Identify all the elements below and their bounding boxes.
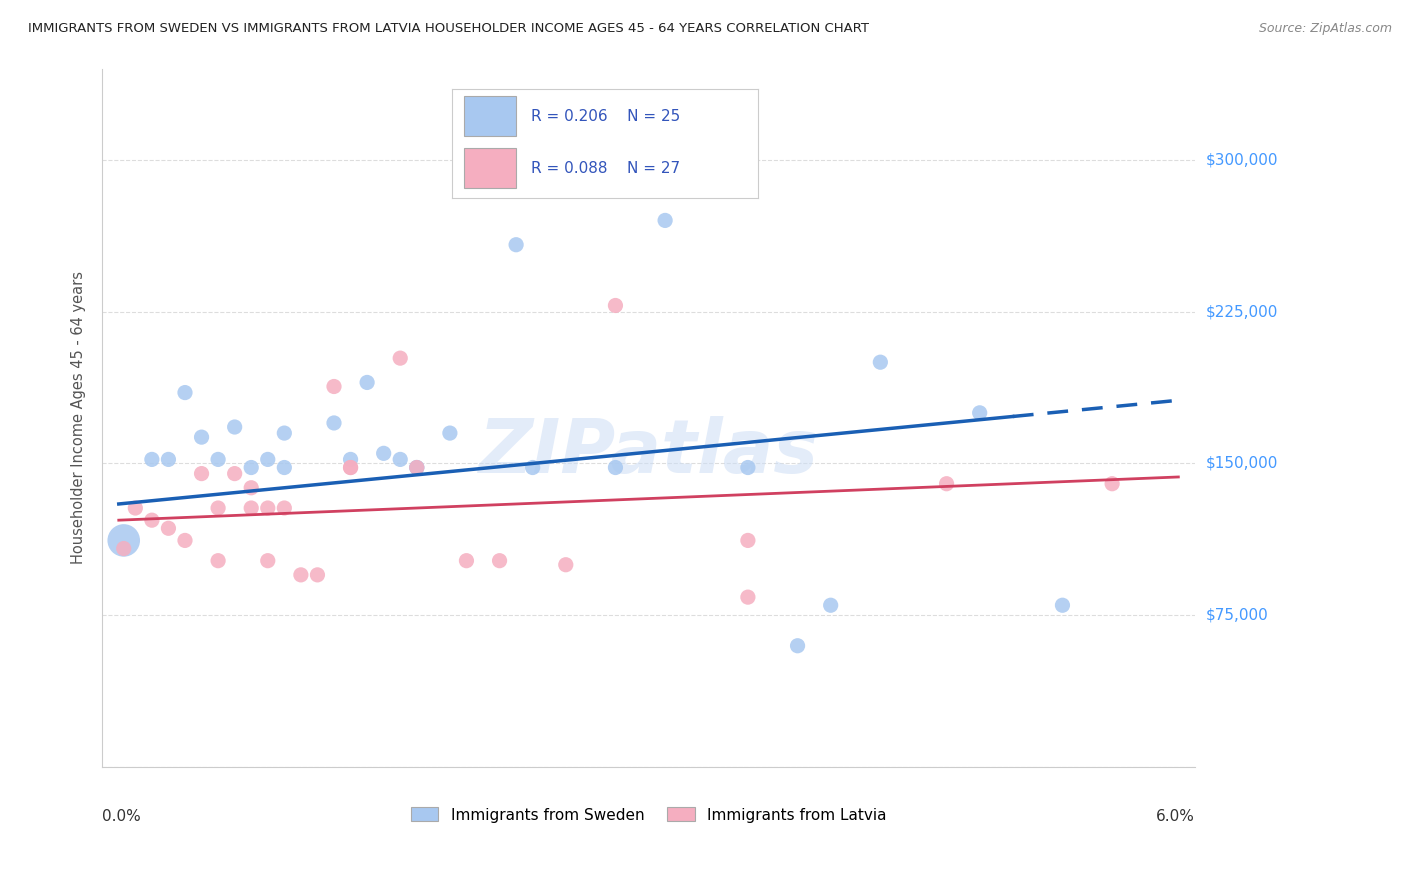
Point bbox=[112, 533, 135, 548]
Point bbox=[157, 521, 180, 535]
Point bbox=[405, 460, 427, 475]
Point bbox=[1101, 476, 1123, 491]
Point bbox=[240, 481, 263, 495]
Point bbox=[224, 467, 246, 481]
Point bbox=[240, 460, 263, 475]
Point bbox=[522, 460, 544, 475]
Point bbox=[256, 452, 278, 467]
Point bbox=[605, 460, 627, 475]
Point bbox=[737, 533, 759, 548]
Point bbox=[405, 460, 427, 475]
Point bbox=[869, 355, 891, 369]
Point bbox=[505, 237, 527, 252]
Point bbox=[439, 426, 461, 441]
Legend: Immigrants from Sweden, Immigrants from Latvia: Immigrants from Sweden, Immigrants from … bbox=[411, 807, 886, 822]
Point bbox=[786, 639, 808, 653]
Point bbox=[190, 430, 212, 444]
Point bbox=[405, 460, 427, 475]
Point bbox=[273, 460, 295, 475]
Point bbox=[488, 554, 510, 568]
Point bbox=[256, 501, 278, 516]
Text: 0.0%: 0.0% bbox=[103, 809, 141, 824]
Point bbox=[207, 452, 229, 467]
Point bbox=[174, 533, 197, 548]
Text: $75,000: $75,000 bbox=[1206, 607, 1268, 623]
Text: Source: ZipAtlas.com: Source: ZipAtlas.com bbox=[1258, 22, 1392, 36]
Point bbox=[339, 460, 361, 475]
Point bbox=[112, 541, 135, 556]
Point bbox=[654, 213, 676, 227]
Point bbox=[737, 590, 759, 604]
Point bbox=[256, 554, 278, 568]
Point bbox=[339, 460, 361, 475]
Point bbox=[224, 420, 246, 434]
Point bbox=[820, 599, 842, 613]
Point bbox=[339, 452, 361, 467]
Point bbox=[190, 467, 212, 481]
Text: 6.0%: 6.0% bbox=[1156, 809, 1195, 824]
Point bbox=[290, 567, 312, 582]
Point bbox=[373, 446, 395, 460]
Text: ZIPatlas: ZIPatlas bbox=[478, 417, 818, 490]
Point bbox=[207, 501, 229, 516]
Point bbox=[174, 385, 197, 400]
Point bbox=[554, 558, 576, 572]
Text: $300,000: $300,000 bbox=[1206, 153, 1278, 167]
Text: $150,000: $150,000 bbox=[1206, 456, 1278, 471]
Point bbox=[273, 501, 295, 516]
Point bbox=[323, 416, 346, 430]
Point bbox=[1052, 599, 1074, 613]
Point bbox=[323, 379, 346, 393]
Point bbox=[307, 567, 329, 582]
Point bbox=[356, 376, 378, 390]
Text: IMMIGRANTS FROM SWEDEN VS IMMIGRANTS FROM LATVIA HOUSEHOLDER INCOME AGES 45 - 64: IMMIGRANTS FROM SWEDEN VS IMMIGRANTS FRO… bbox=[28, 22, 869, 36]
Point bbox=[389, 452, 412, 467]
Point bbox=[273, 426, 295, 441]
Point bbox=[141, 513, 163, 527]
Point bbox=[124, 501, 146, 516]
Point bbox=[141, 452, 163, 467]
Point bbox=[157, 452, 180, 467]
Text: $225,000: $225,000 bbox=[1206, 304, 1278, 319]
Point bbox=[605, 298, 627, 312]
Point bbox=[737, 460, 759, 475]
Y-axis label: Householder Income Ages 45 - 64 years: Householder Income Ages 45 - 64 years bbox=[72, 271, 86, 565]
Point bbox=[969, 406, 991, 420]
Point bbox=[207, 554, 229, 568]
Point bbox=[389, 351, 412, 366]
Point bbox=[240, 501, 263, 516]
Point bbox=[935, 476, 957, 491]
Point bbox=[456, 554, 478, 568]
